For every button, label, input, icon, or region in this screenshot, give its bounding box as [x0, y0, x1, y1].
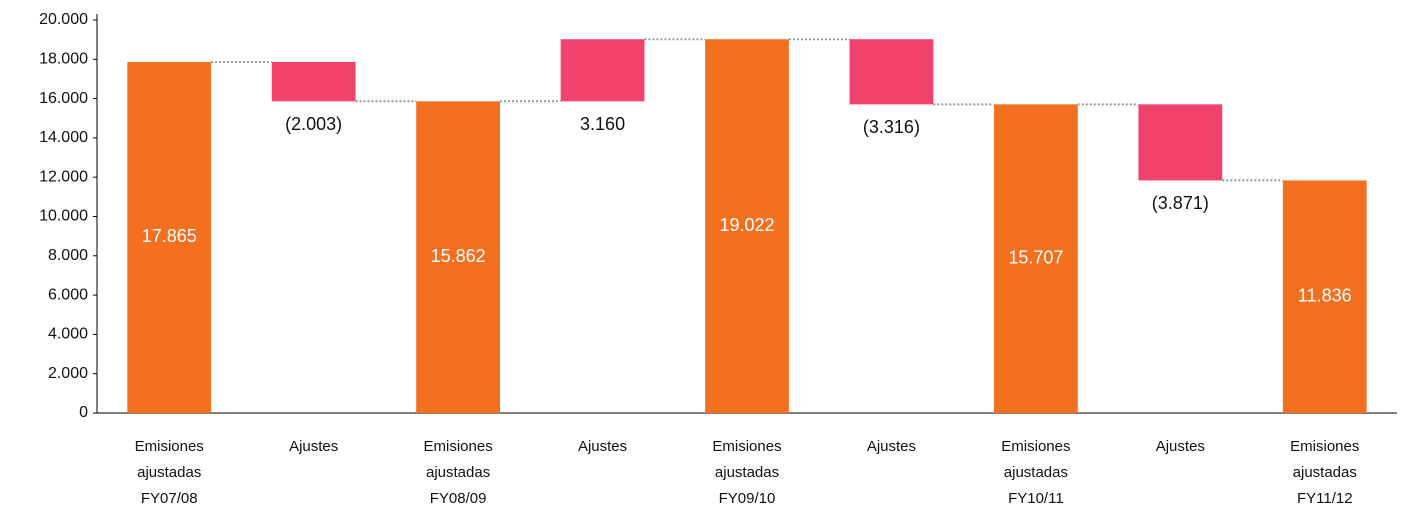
y-tick-label: 12.000 [39, 168, 88, 185]
y-tick-label: 6.000 [48, 286, 88, 303]
y-tick-label: 4.000 [48, 326, 88, 343]
y-tick-label: 14.000 [39, 129, 88, 146]
bar [705, 39, 789, 413]
y-tick-label: 18.000 [39, 51, 88, 68]
data-label: (2.003) [285, 114, 342, 134]
data-label: 15.707 [1008, 247, 1063, 267]
data-label: (3.871) [1152, 193, 1209, 213]
x-tick-label: FY09/10 [719, 490, 776, 507]
x-tick-label: ajustadas [715, 464, 779, 481]
bar [994, 104, 1078, 413]
x-tick-label: ajustadas [1004, 464, 1068, 481]
bar [849, 39, 934, 105]
data-label: 3.160 [580, 114, 625, 134]
x-tick-label: ajustadas [1293, 464, 1357, 481]
data-label: 19.022 [719, 215, 774, 235]
y-tick-label: 16.000 [39, 90, 88, 107]
data-label: (3.316) [863, 117, 920, 137]
x-tick-label: FY11/12 [1297, 490, 1353, 507]
x-tick-label: FY08/09 [430, 490, 487, 507]
x-tick-label: Ajustes [1156, 438, 1205, 455]
x-tick-label: Ajustes [867, 438, 916, 455]
bar [560, 39, 645, 102]
bar [127, 61, 212, 413]
bar [416, 101, 500, 413]
bar [1282, 180, 1367, 413]
x-tick-label: Ajustes [578, 438, 627, 455]
bar [271, 61, 356, 102]
x-tick-label: Ajustes [289, 438, 338, 455]
x-tick-label: Emisiones [135, 438, 204, 455]
y-tick-label: 20.000 [39, 11, 88, 28]
y-tick-label: 10.000 [39, 208, 88, 225]
x-tick-label: ajustadas [426, 464, 490, 481]
y-tick-label: 0 [79, 404, 88, 421]
x-tick-label: FY07/08 [141, 490, 198, 507]
x-tick-label: FY10/11 [1008, 490, 1064, 507]
x-tick-label: Emisiones [1001, 438, 1070, 455]
x-tick-label: Emisiones [1290, 438, 1359, 455]
bar [1138, 104, 1223, 181]
data-label: 15.862 [431, 246, 486, 266]
x-tick-label: Emisiones [712, 438, 781, 455]
y-tick-label: 2.000 [48, 365, 88, 382]
data-label: 17.865 [142, 226, 197, 246]
x-tick-label: Emisiones [424, 438, 493, 455]
y-tick-label: 8.000 [48, 247, 88, 264]
data-label: 11.836 [1298, 285, 1352, 305]
x-tick-label: ajustadas [137, 464, 201, 481]
